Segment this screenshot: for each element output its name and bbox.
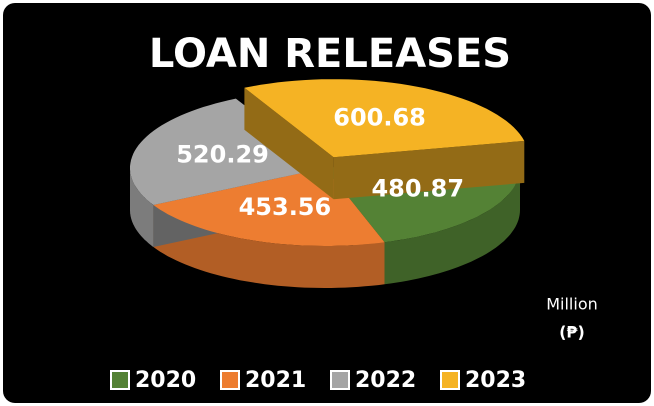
data-label: 453.56 [239,193,332,221]
legend-swatch [110,370,130,390]
slice-side [384,168,520,285]
slice-side [333,140,525,200]
slice [244,79,525,158]
legend-label: 2022 [355,368,416,393]
legend-label: 2021 [245,368,306,393]
slice-side [153,205,385,288]
annotation: (₱) [559,323,585,342]
slice-side [130,168,154,247]
annotation: Million [546,295,598,314]
legend-label: 2023 [465,368,526,393]
data-label: 480.87 [371,175,464,203]
legend-label: 2020 [135,368,196,393]
chart-title: LOAN RELEASES [149,31,511,77]
slice-side [244,87,334,200]
slice [130,98,325,205]
legend-swatch [440,370,460,390]
legend-swatch [330,370,350,390]
data-label: 600.68 [333,103,426,131]
data-label: 520.29 [176,140,269,168]
legend-swatch [220,370,240,390]
